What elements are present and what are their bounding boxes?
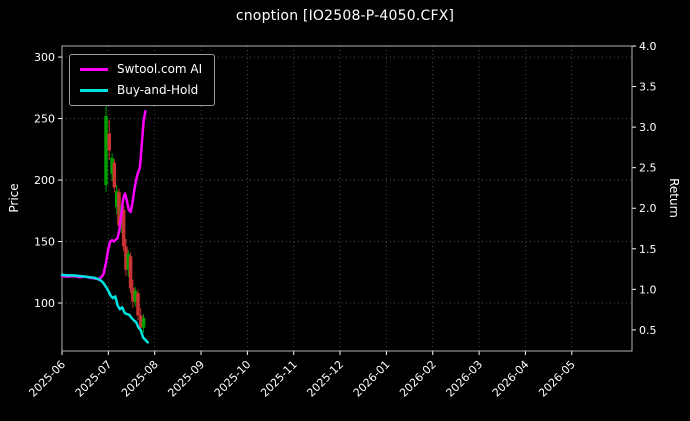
x-tick-label: 2026-05 bbox=[536, 358, 578, 400]
right-tick-label: 4.0 bbox=[639, 40, 657, 53]
left-tick-label: 200 bbox=[34, 174, 55, 187]
left-axis-label: Price bbox=[7, 183, 21, 213]
ai-legend-label: Swtool.com AI bbox=[117, 62, 203, 76]
right-tick-label: 1.5 bbox=[639, 243, 657, 256]
left-tick-label: 250 bbox=[34, 113, 55, 126]
left-tick-label: 150 bbox=[34, 236, 55, 249]
left-tick-label: 100 bbox=[34, 297, 55, 310]
candle-body bbox=[126, 253, 131, 270]
grid bbox=[61, 46, 632, 351]
right-tick-label: 1.0 bbox=[639, 283, 657, 296]
candle-body bbox=[136, 293, 140, 316]
chart-title: cnoption [IO2508-P-4050.CFX] bbox=[235, 8, 455, 24]
candle-body bbox=[124, 246, 128, 270]
right-tick-label: 2.0 bbox=[639, 202, 657, 215]
candle-body bbox=[128, 256, 133, 289]
series-line-swtool-com-ai bbox=[60, 109, 147, 281]
legend: Swtool.com AI Buy-and-Hold bbox=[69, 54, 216, 106]
candlesticks bbox=[104, 102, 146, 333]
x-tick-label: 2025-09 bbox=[165, 358, 207, 400]
candle-body bbox=[104, 116, 108, 185]
candle-body bbox=[141, 317, 146, 328]
series-line-buy-and-hold bbox=[60, 273, 149, 344]
candle-body bbox=[117, 192, 121, 226]
x-tick-label: 2026-03 bbox=[443, 358, 485, 400]
candle-body bbox=[121, 209, 126, 247]
candle-body bbox=[112, 162, 117, 188]
right-axis-label: Return bbox=[667, 178, 681, 218]
x-tick-label: 2025-12 bbox=[304, 358, 346, 400]
x-tick-label: 2026-01 bbox=[351, 358, 393, 400]
buyhold-legend-label: Buy-and-Hold bbox=[117, 83, 199, 97]
legend-entry-buyhold: Buy-and-Hold bbox=[80, 83, 202, 97]
x-tick-label: 2025-06 bbox=[26, 358, 68, 400]
x-tick-label: 2025-08 bbox=[119, 358, 161, 400]
candle-body bbox=[131, 288, 135, 302]
x-tick-label: 2025-11 bbox=[258, 358, 300, 400]
right-tick-label: 2.5 bbox=[639, 162, 657, 175]
x-tick-label: 2025-07 bbox=[73, 358, 115, 400]
right-tick-label: 3.5 bbox=[639, 81, 657, 94]
legend-entry-ai: Swtool.com AI bbox=[80, 62, 202, 76]
candle-body bbox=[133, 290, 137, 302]
right-tick-label: 3.0 bbox=[639, 121, 657, 134]
candle-body bbox=[110, 157, 114, 174]
x-tick-label: 2026-04 bbox=[490, 358, 532, 400]
candle-body bbox=[107, 133, 112, 151]
buyhold-line-swatch bbox=[80, 88, 108, 92]
right-tick-label: 0.5 bbox=[639, 324, 657, 337]
left-tick-label: 300 bbox=[34, 51, 55, 64]
x-tick-label: 2025-10 bbox=[212, 358, 254, 400]
plot-border bbox=[61, 45, 633, 352]
x-tick-label: 2026-02 bbox=[397, 358, 439, 400]
candle-body bbox=[139, 315, 143, 328]
ai-line-swatch bbox=[80, 67, 108, 71]
series-lines bbox=[60, 109, 149, 344]
candle-body bbox=[114, 191, 119, 208]
